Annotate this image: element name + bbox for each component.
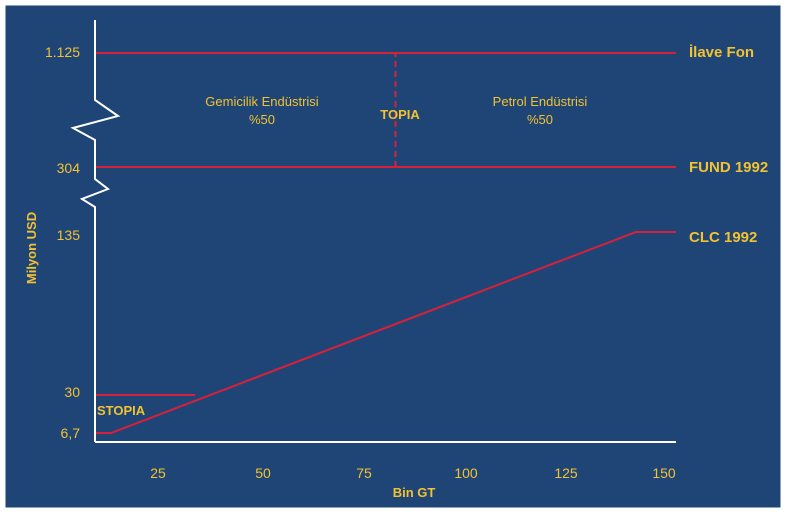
x-tick-100: 100 <box>454 465 478 481</box>
x-tick-150: 150 <box>652 465 676 481</box>
x-tick-50: 50 <box>255 465 271 481</box>
y-axis-title: Milyon USD <box>24 212 39 284</box>
series-line-2 <box>95 231 676 434</box>
x-tick-25: 25 <box>150 465 166 481</box>
annotation-topia: TOPIA <box>380 107 420 122</box>
y-tick-30: 30 <box>64 384 80 400</box>
x-tick-125: 125 <box>554 465 578 481</box>
series-label-fund-1992: FUND 1992 <box>689 159 768 176</box>
x-axis-title: Bin GT <box>393 485 436 500</box>
series-label-clc-1992: CLC 1992 <box>689 229 757 246</box>
y-axis-line <box>70 20 121 442</box>
annotation-oil-share: %50 <box>527 112 553 127</box>
annotation-oil: Petrol Endüstrisi <box>493 94 588 109</box>
series-lines <box>95 52 676 434</box>
annotation-shipping: Gemicilik Endüstrisi <box>205 94 319 109</box>
y-tick-135: 135 <box>57 227 81 243</box>
y-tick-1125: 1.125 <box>45 44 80 60</box>
series-label-ilave-fon: İlave Fon <box>689 44 754 61</box>
x-tick-75: 75 <box>356 465 372 481</box>
annotation-stopia: STOPIA <box>97 403 146 418</box>
annotation-shipping-share: %50 <box>249 112 275 127</box>
chart-background <box>4 4 782 509</box>
y-tick-304: 304 <box>57 160 81 176</box>
y-tick-6-7: 6,7 <box>61 425 81 441</box>
